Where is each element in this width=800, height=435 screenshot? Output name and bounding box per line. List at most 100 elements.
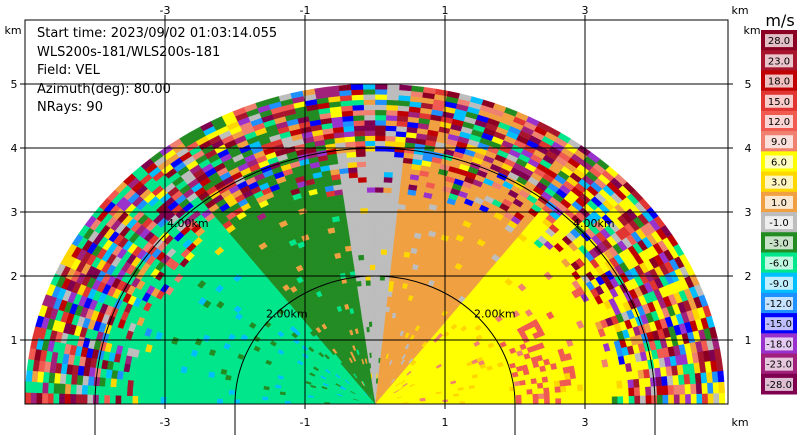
velocity-cell [363,119,376,126]
velocity-cell [515,394,522,400]
velocity-cell [389,208,398,215]
velocity-cell [352,208,361,215]
velocity-cell [566,397,573,404]
velocity-cell [360,218,369,225]
velocity-cell [611,388,618,397]
velocity-cell [638,377,646,388]
velocity-cell [363,99,376,106]
velocity-cell [548,380,555,388]
velocity-cell [566,391,573,399]
velocity-cell [549,392,556,399]
velocity-cell [351,99,364,106]
velocity-cell [393,239,401,246]
velocity-cell [371,321,376,327]
velocity-cell [359,269,366,276]
velocity-cell [673,384,680,395]
velocity-cell [381,311,386,317]
velocity-cell [362,88,376,95]
velocity-cell [367,310,372,317]
velocity-cell [350,83,364,91]
velocity-cell [381,218,390,225]
velocity-cell [369,269,376,276]
velocity-cell [397,250,405,257]
velocity-cell [367,212,376,219]
velocity-cell [701,382,709,394]
velocity-cell [385,114,398,122]
velocity-cell [365,166,376,173]
velocity-cell [384,135,396,142]
velocity-cell [386,295,392,303]
velocity-cell [374,321,379,327]
velocity-cell [374,316,379,322]
velocity-cell [388,213,398,220]
velocity-cell [345,213,355,221]
velocity-cell [353,130,366,137]
velocity-cell [368,233,376,240]
velocity-cell [353,125,365,132]
velocity-cell [560,397,568,404]
velocity-cell [667,384,675,395]
velocity-cell [366,197,376,204]
velocity-cell [366,192,376,198]
velocity-cell [371,310,376,317]
velocity-cell [374,125,386,131]
velocity-cell [364,125,376,131]
velocity-cell [342,125,355,133]
velocity-cell [369,264,376,271]
velocity-cell [358,192,368,199]
velocity-cell [358,197,368,204]
velocity-cell [374,156,385,162]
velocity-cell [364,264,371,271]
velocity-cell [357,171,367,178]
velocity-cell [679,393,686,404]
velocity-cell [370,290,376,296]
velocity-cell [365,156,376,162]
velocity-cell [374,119,387,126]
velocity-cell [383,285,389,292]
velocity-cell [668,394,675,404]
velocity-cell [589,396,596,404]
velocity-cell [464,397,472,402]
velocity-cell [388,218,397,225]
velocity-cell [393,156,404,163]
velocity-cell [543,392,551,399]
velocity-cell [515,389,522,396]
velocity-cell [600,396,607,404]
velocity-cell [365,279,371,286]
velocity-cell [367,202,376,209]
velocity-cell [388,223,396,230]
velocity-cell [380,249,388,255]
velocity-cell [594,389,601,398]
velocity-cell [366,176,376,183]
velocity-cell [717,370,725,383]
velocity-cell [382,192,392,199]
velocity-cell [355,156,366,163]
velocity-cell [395,265,402,273]
velocity-cell [605,388,613,397]
velocity-cell [385,254,393,261]
velocity-cell [350,192,360,199]
velocity-cell [374,285,380,291]
velocity-cell [374,186,384,193]
velocity-cell [549,397,556,404]
velocity-cell [352,213,362,220]
velocity-cell [348,172,358,179]
velocity-cell [368,243,376,250]
velocity-cell [374,114,387,121]
velocity-cell [548,386,556,394]
velocity-cell [645,394,652,404]
velocity-cell [380,254,387,261]
velocity-cell [365,150,376,157]
velocity-cell [374,135,386,142]
velocity-cell [622,395,630,404]
velocity-cell [493,399,500,404]
velocity-cell [606,396,613,404]
velocity-cell [363,104,376,111]
velocity-cell [634,395,641,404]
velocity-cell [374,88,388,95]
velocity-cell [357,254,365,261]
velocity-cell [352,260,360,267]
velocity-cell [644,377,652,387]
velocity-cell [359,202,368,209]
velocity-cell [526,393,534,400]
